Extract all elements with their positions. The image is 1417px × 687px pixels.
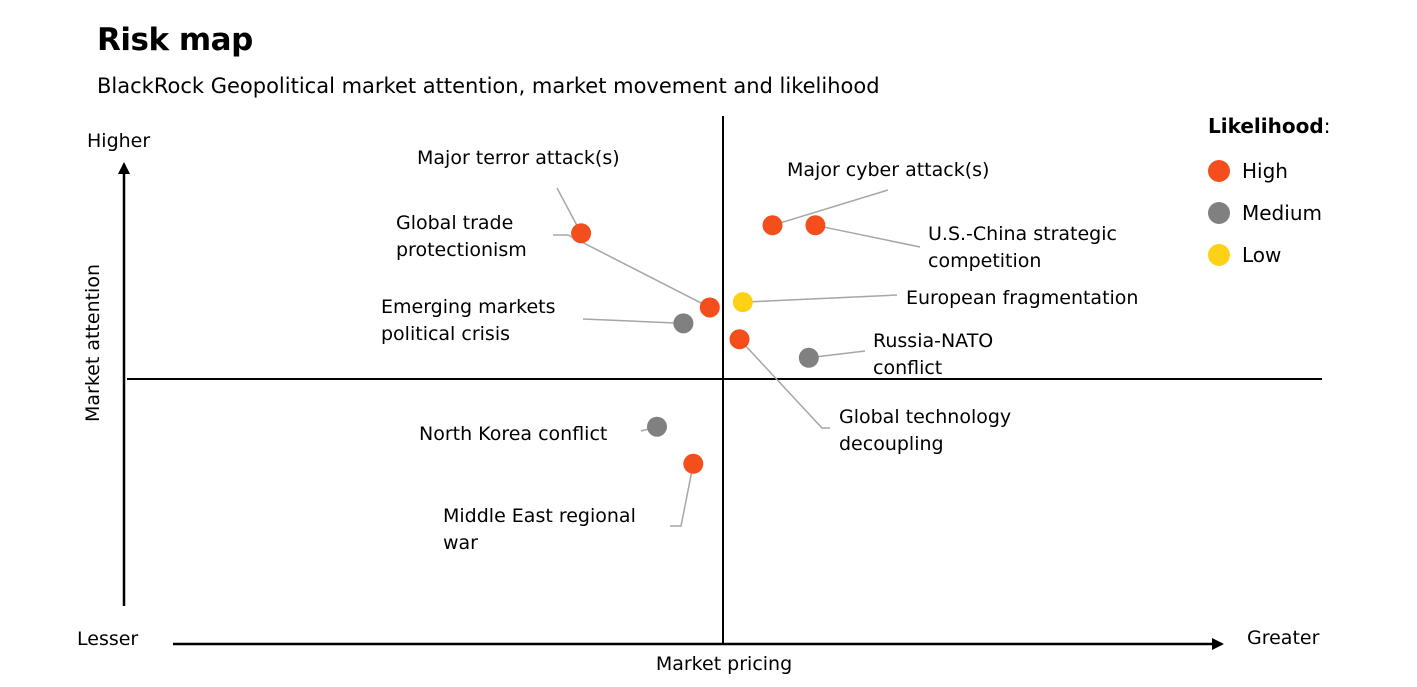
label-major-cyber-attack-s: Major cyber attack(s) (787, 159, 989, 181)
point-major-terror-attack-s (571, 223, 592, 244)
legend-dot-low (1208, 244, 1230, 266)
connector-major-cyber-attack-s (772, 189, 889, 227)
point-global-technology-decoupling (729, 329, 750, 350)
legend-dot-medium (1208, 202, 1230, 224)
y-axis-high-label: Higher (87, 130, 150, 152)
legend-item-low: Low (1208, 234, 1408, 276)
point-north-korea-conflict (647, 416, 667, 437)
point-global-trade-protectionism (699, 297, 720, 318)
connector-global-technology-decoupling (738, 338, 830, 429)
point-european-fragmentation (732, 292, 753, 313)
label-north-korea-conflict: North Korea conflict (419, 423, 607, 445)
label-european-fragmentation: European fragmentation (906, 287, 1138, 309)
data-points (571, 215, 826, 474)
legend-label-high: High (1242, 159, 1288, 183)
connector-european-fragmentation (742, 294, 898, 303)
legend: Likelihood: High Medium Low (1208, 114, 1408, 276)
point-middle-east-regional-war (683, 453, 704, 474)
x-axis-low-label: Lesser (77, 628, 138, 650)
legend-dot-high (1208, 160, 1230, 182)
legend-title-colon: : (1323, 114, 1331, 138)
point-major-cyber-attack-s (762, 215, 783, 236)
point-u-s-china-strategic-competition (805, 215, 826, 236)
connector-emerging-markets-political-crisis (582, 318, 684, 325)
data-labels: Major terror attack(s) Global trade protec… (381, 147, 1138, 554)
connector-lines (553, 187, 921, 527)
connector-u-s-china-strategic-competition (815, 224, 921, 248)
legend-label-low: Low (1242, 243, 1282, 267)
connector-middle-east-regional-war (670, 463, 695, 527)
label-global-technology-decoupling: Global technology decoupling (839, 406, 1011, 455)
chart-subtitle: BlackRock Geopolitical market attention,… (97, 74, 880, 98)
point-emerging-markets-political-crisis (673, 313, 694, 334)
legend-label-medium: Medium (1242, 201, 1322, 225)
y-axis-title: Market attention (82, 264, 104, 422)
label-u-s-china-strategic-competition: U.S.-China strategic competition (928, 223, 1117, 272)
x-axis-title: Market pricing (656, 653, 792, 675)
legend-item-medium: Medium (1208, 192, 1408, 234)
label-major-terror-attack-s: Major terror attack(s) (417, 147, 620, 169)
legend-title: Likelihood: (1208, 114, 1408, 138)
label-emerging-markets-political-crisis: Emerging markets political crisis (381, 296, 556, 345)
legend-title-text: Likelihood (1208, 114, 1324, 138)
label-middle-east-regional-war: Middle East regional war (443, 505, 636, 554)
x-axis-high-label: Greater (1247, 627, 1320, 649)
label-global-trade-protectionism: Global trade protectionism (396, 212, 527, 261)
connector-global-trade-protectionism (553, 234, 711, 309)
label-russia-nato-conflict: Russia-NATO conflict (873, 330, 993, 379)
chart-title: Risk map (97, 22, 253, 58)
point-russia-nato-conflict (798, 347, 819, 368)
legend-item-high: High (1208, 150, 1408, 192)
